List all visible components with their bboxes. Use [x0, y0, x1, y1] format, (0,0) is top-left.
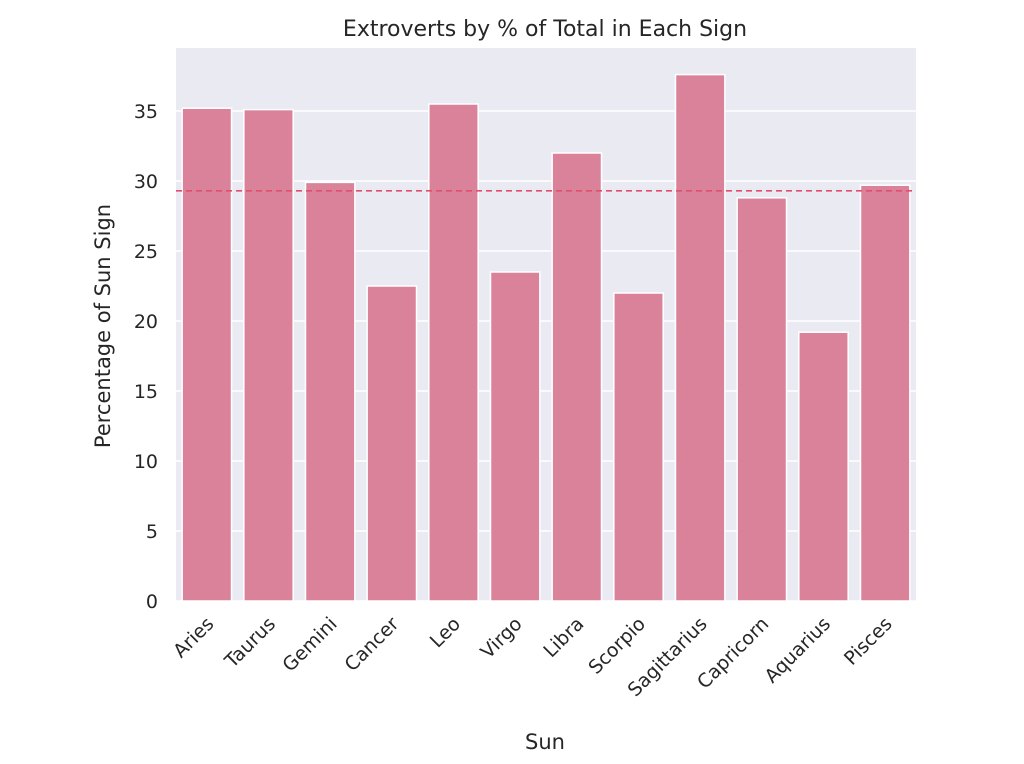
grid-lines: [176, 110, 916, 602]
bar-gemini: [304, 181, 356, 602]
x-tick-label-libra: Libra: [539, 613, 588, 662]
bar-aries: [181, 107, 233, 602]
x-tick-label-taurus: Taurus: [220, 613, 280, 673]
y-tick-label: 0: [146, 591, 158, 613]
y-tick-label: 20: [134, 311, 158, 333]
x-tick-label-aries: Aries: [169, 613, 218, 662]
chart-title: Extroverts by % of Total in Each Sign: [343, 17, 747, 42]
bar-sagittarius: [674, 73, 726, 602]
y-tick-labels: 0 5 10 15 20 25 30 35: [134, 101, 158, 613]
x-tick-label-pisces: Pisces: [840, 613, 897, 670]
bar-libra: [551, 152, 603, 602]
bar-cancer: [366, 285, 418, 602]
bar-pisces: [859, 184, 911, 602]
x-tick-label-gemini: Gemini: [278, 613, 341, 676]
x-tick-label-cancer: Cancer: [341, 613, 404, 676]
y-tick-label: 5: [146, 521, 158, 543]
y-tick-label: 10: [134, 451, 158, 473]
y-tick-label: 35: [134, 101, 158, 123]
y-tick-label: 15: [134, 381, 158, 403]
y-tick-label: 25: [134, 241, 158, 263]
x-tick-label-virgo: Virgo: [476, 613, 526, 663]
bar-aquarius: [798, 331, 849, 602]
bar-leo: [428, 103, 479, 602]
bar-taurus: [243, 108, 294, 602]
x-tick-label-aquarius: Aquarius: [760, 613, 835, 688]
x-tick-label-leo: Leo: [426, 613, 465, 652]
plot-background: [176, 48, 916, 601]
y-tick-label: 30: [134, 171, 158, 193]
bar-scorpio: [613, 292, 664, 602]
bar-capricorn: [736, 197, 788, 602]
x-axis-label: Sun: [525, 730, 565, 754]
bar-virgo: [489, 271, 541, 602]
y-axis-label: Percentage of Sun Sign: [91, 204, 115, 448]
